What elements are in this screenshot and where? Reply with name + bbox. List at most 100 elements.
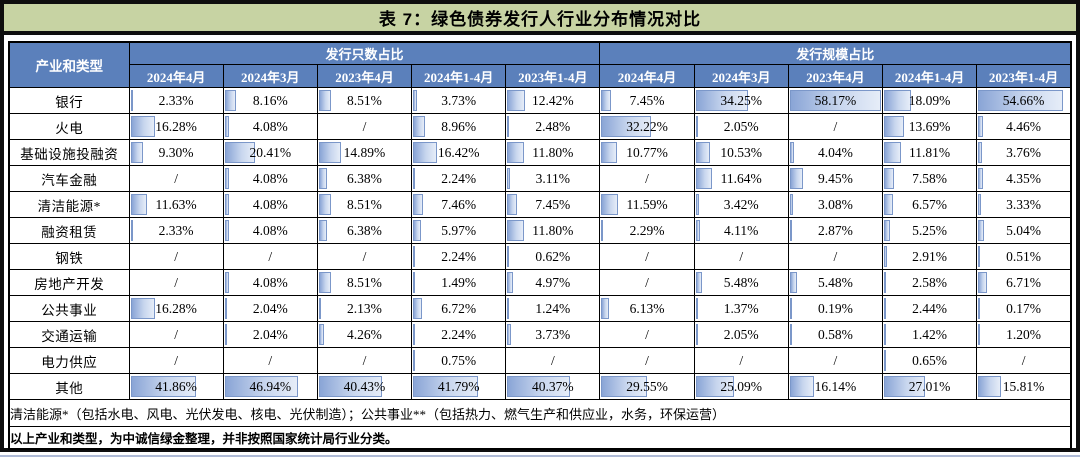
data-bar xyxy=(318,324,324,345)
value-text: 4.08% xyxy=(252,196,288,212)
value-text: 16.14% xyxy=(814,378,857,394)
value-cell: 6.72% xyxy=(411,295,507,322)
value-text: / xyxy=(833,248,838,264)
value-cell: 11.59% xyxy=(599,191,695,218)
data-bar xyxy=(601,116,652,137)
row-label: 公共事业 xyxy=(8,295,130,322)
data-bar xyxy=(695,220,701,241)
value-text: 6.38% xyxy=(347,170,382,186)
value-cell: / xyxy=(599,165,695,192)
value-cell: 6.38% xyxy=(316,217,413,244)
data-bar xyxy=(507,194,518,215)
value-cell: 3.42% xyxy=(693,191,789,218)
value-text: 0.58% xyxy=(817,326,853,342)
row-label: 交通运输 xyxy=(8,321,130,348)
value-text: 8.96% xyxy=(441,118,477,134)
data-bar xyxy=(789,220,793,241)
value-cell: / xyxy=(599,269,695,296)
data-bar xyxy=(884,376,926,397)
value-text: 2.24% xyxy=(441,248,477,264)
value-text: 0.19% xyxy=(817,300,853,316)
column-header: 2023年1-4月 xyxy=(976,64,1072,88)
data-bar xyxy=(695,168,713,189)
value-cell: 2.58% xyxy=(881,269,978,296)
data-bar xyxy=(130,90,133,111)
value-cell: 2.04% xyxy=(222,295,318,322)
value-cell: 10.53% xyxy=(693,139,789,166)
value-text: / xyxy=(362,352,367,368)
value-cell: 4.08% xyxy=(222,165,318,192)
value-text: 6.72% xyxy=(441,300,477,316)
value-cell: 1.49% xyxy=(411,269,507,296)
value-text: 54.66% xyxy=(1002,92,1045,108)
value-text: / xyxy=(833,118,838,134)
value-text: 1.20% xyxy=(1006,326,1042,342)
data-bar xyxy=(789,90,881,111)
value-text: 5.25% xyxy=(912,222,948,238)
table-body: 银行 2.33% 8.16% 8.51% 3.73% 12.42% 7.45% 34.25% 5… xyxy=(8,87,1072,400)
data-bar xyxy=(601,376,647,397)
data-bar xyxy=(884,90,911,111)
value-text: 0.51% xyxy=(1006,248,1042,264)
value-text: / xyxy=(174,248,178,264)
value-cell: 1.42% xyxy=(881,321,978,348)
data-bar xyxy=(413,324,416,345)
value-cell: 0.65% xyxy=(881,347,978,374)
value-text: 25.09% xyxy=(720,378,763,394)
value-cell: / xyxy=(505,347,601,374)
value-cell: 12.42% xyxy=(505,87,601,114)
table-row: 汽车金融 / 4.08% 6.38% 2.24% 3.11% / 11.64% 9.45% 7.5… xyxy=(8,165,1072,192)
value-cell: 5.04% xyxy=(976,217,1072,244)
table-row: 电力供应 / / / 0.75% / / / / 0.65% / xyxy=(8,347,1072,374)
value-text: 16.28% xyxy=(155,300,197,316)
data-bar xyxy=(695,376,734,397)
value-text: 2.44% xyxy=(912,300,948,316)
data-bar xyxy=(695,272,703,293)
value-text: 16.42% xyxy=(437,144,480,160)
value-text: 8.51% xyxy=(347,92,382,108)
value-text: 3.73% xyxy=(441,92,477,108)
row-label: 其他 xyxy=(8,373,130,400)
value-text: 8.16% xyxy=(252,92,288,108)
value-text: 27.01% xyxy=(908,378,951,394)
data-bar xyxy=(413,116,426,137)
value-text: 4.46% xyxy=(1006,118,1042,134)
value-cell: 15.81% xyxy=(976,373,1072,400)
group-header-issue-count: 发行只数占比 xyxy=(128,41,601,65)
column-header: 2024年4月 xyxy=(599,64,695,88)
data-bar xyxy=(789,142,795,163)
value-text: / xyxy=(645,170,649,186)
value-cell: / xyxy=(222,347,318,374)
data-bar xyxy=(884,168,895,189)
row-label: 电力供应 xyxy=(8,347,130,374)
value-text: 0.65% xyxy=(912,352,948,368)
value-text: 5.97% xyxy=(441,222,477,238)
value-text: 40.43% xyxy=(343,378,386,394)
value-text: 3.33% xyxy=(1006,196,1042,212)
data-bar xyxy=(884,194,893,215)
value-cell: 7.45% xyxy=(505,191,601,218)
row-label: 汽车金融 xyxy=(8,165,130,192)
data-bar xyxy=(601,142,617,163)
value-text: 2.13% xyxy=(347,300,382,316)
value-cell: 0.62% xyxy=(505,243,601,270)
table-title-bar: 表 7：绿色债券发行人行业分布情况对比 xyxy=(4,4,1076,35)
value-cell: 2.05% xyxy=(693,321,789,348)
data-bar xyxy=(695,90,749,111)
value-cell: 5.97% xyxy=(411,217,507,244)
value-cell: 2.44% xyxy=(881,295,978,322)
data-bar xyxy=(413,272,416,293)
value-text: 29.55% xyxy=(626,378,668,394)
value-cell: 2.24% xyxy=(411,165,507,192)
value-cell: 9.45% xyxy=(787,165,884,192)
data-bar xyxy=(413,90,418,111)
data-bar xyxy=(318,272,331,293)
data-bar xyxy=(978,298,981,319)
value-text: 46.94% xyxy=(249,378,292,394)
value-text: 12.42% xyxy=(532,92,574,108)
value-text: 11.59% xyxy=(626,196,668,212)
value-cell: 2.24% xyxy=(411,243,507,270)
data-bar xyxy=(224,116,230,137)
value-text: / xyxy=(174,326,178,342)
row-label: 基础设施投融资 xyxy=(8,139,130,166)
